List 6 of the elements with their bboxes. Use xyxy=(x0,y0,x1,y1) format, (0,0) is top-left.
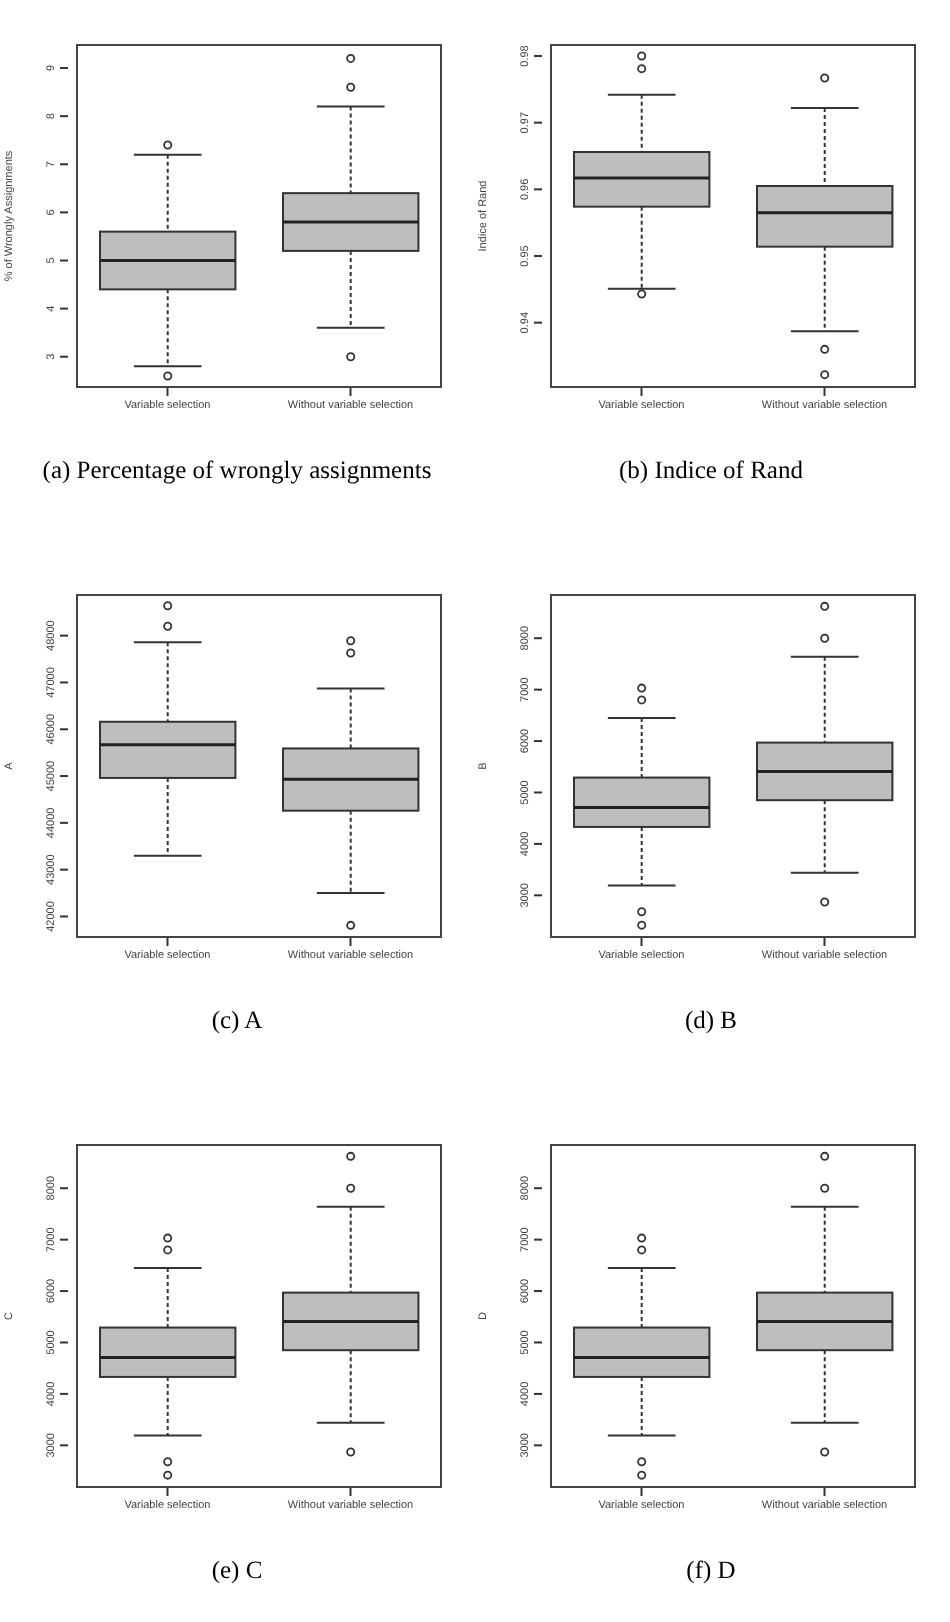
text: (d) B xyxy=(682,1006,740,1036)
text: (e) C xyxy=(209,1556,265,1586)
text: (b) Indice of Rand xyxy=(617,456,805,486)
text: (f) D xyxy=(684,1556,738,1586)
text: (a) Percentage of wrongly assignments xyxy=(40,456,434,486)
text: (c) A xyxy=(209,1006,265,1036)
